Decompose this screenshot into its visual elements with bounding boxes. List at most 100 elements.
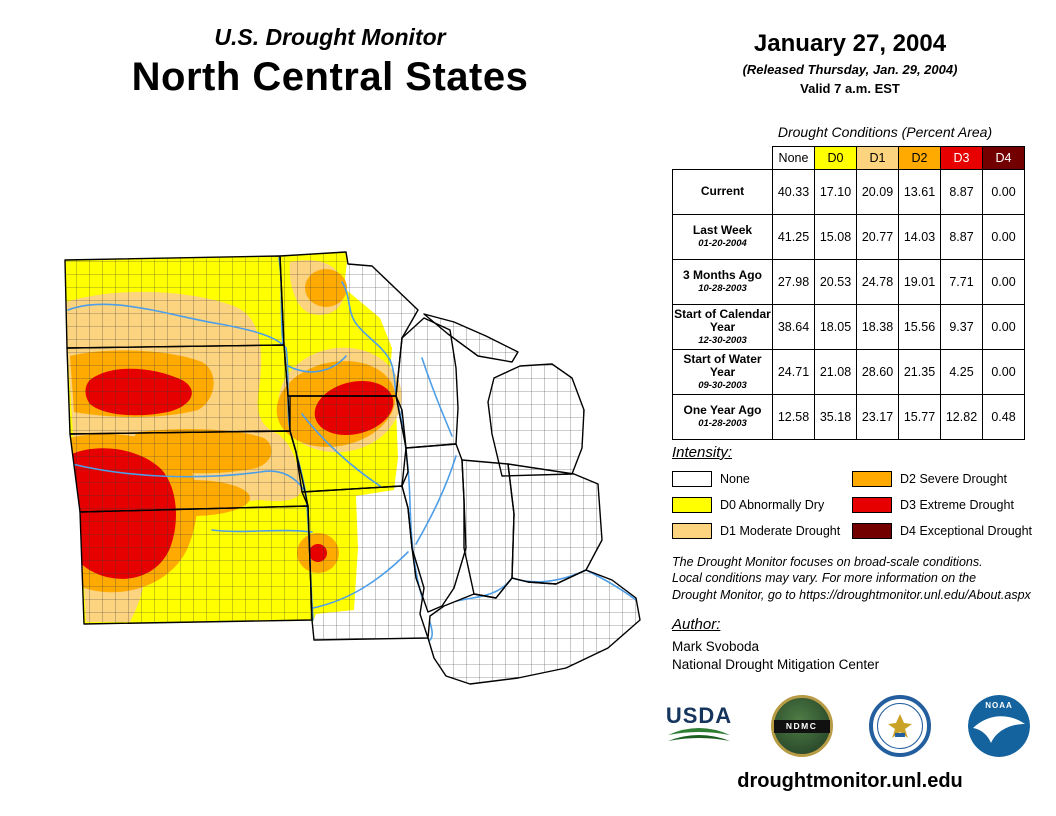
cell-value: 35.18 bbox=[814, 394, 857, 440]
cell-value: 24.78 bbox=[856, 259, 899, 305]
col-header-d4: D4 bbox=[982, 146, 1025, 170]
cell-value: 8.87 bbox=[940, 214, 983, 260]
legend-swatch-none bbox=[672, 471, 712, 487]
cell-value: 0.00 bbox=[982, 259, 1025, 305]
col-header-d2: D2 bbox=[898, 146, 941, 170]
cell-value: 19.01 bbox=[898, 259, 941, 305]
table-row: Start of Water Year 09-30-2003 24.71 21.… bbox=[672, 349, 1025, 395]
disclaimer: The Drought Monitor focuses on broad-sca… bbox=[672, 554, 1031, 603]
col-header-none: None bbox=[772, 146, 815, 170]
report-title: U.S. Drought Monitor bbox=[214, 24, 446, 50]
valid-time: Valid 7 a.m. EST bbox=[800, 81, 900, 96]
cell-value: 15.56 bbox=[898, 304, 941, 350]
cell-value: 0.00 bbox=[982, 214, 1025, 260]
cell-value: 24.71 bbox=[772, 349, 815, 395]
table-header-row: None D0 D1 D2 D3 D4 bbox=[673, 146, 1025, 170]
report-date: January 27, 2004 bbox=[753, 30, 947, 57]
legend-label: D3 Extreme Drought bbox=[900, 498, 1014, 512]
row-sublabel: 10-28-2003 bbox=[698, 283, 747, 295]
usda-swoosh-icon bbox=[668, 728, 730, 741]
row-label: Last Week bbox=[692, 223, 753, 238]
table-row: Current 40.33 17.10 20.09 13.61 8.87 0.0… bbox=[672, 169, 1025, 215]
cell-value: 38.64 bbox=[772, 304, 815, 350]
cell-value: 14.03 bbox=[898, 214, 941, 260]
legend-label: None bbox=[720, 472, 750, 486]
legend-item: D2 Severe Drought bbox=[852, 466, 1032, 492]
author-name: Mark Svoboda bbox=[672, 639, 760, 654]
cell-value: 17.10 bbox=[814, 169, 857, 215]
legend-item: None bbox=[672, 466, 840, 492]
table-row: Start of Calendar Year 12-30-2003 38.64 … bbox=[672, 304, 1025, 350]
cell-value: 13.61 bbox=[898, 169, 941, 215]
table-corner bbox=[673, 147, 773, 170]
table-row: One Year Ago 01-28-2003 12.58 35.18 23.1… bbox=[672, 394, 1025, 440]
legend-item: D0 Abnormally Dry bbox=[672, 492, 840, 518]
legend-label: D0 Abnormally Dry bbox=[720, 498, 825, 512]
disclaimer-line: Drought Monitor, go to https://droughtmo… bbox=[672, 587, 1031, 602]
legend: None D0 Abnormally Dry D1 Moderate Droug… bbox=[672, 466, 1032, 546]
legend-label: D4 Exceptional Drought bbox=[900, 524, 1033, 538]
cell-value: 21.08 bbox=[814, 349, 857, 395]
cell-value: 40.33 bbox=[772, 169, 815, 215]
cell-value: 9.37 bbox=[940, 304, 983, 350]
row-sublabel: 12-30-2003 bbox=[698, 335, 747, 347]
ndmc-logo: NDMC bbox=[770, 695, 833, 757]
cell-value: 12.58 bbox=[772, 394, 815, 440]
cell-value: 4.25 bbox=[940, 349, 983, 395]
cell-value: 28.60 bbox=[856, 349, 899, 395]
cell-value: 12.82 bbox=[940, 394, 983, 440]
row-sublabel: 01-28-2003 bbox=[698, 418, 747, 430]
row-label: One Year Ago bbox=[683, 403, 762, 418]
cell-value: 0.00 bbox=[982, 304, 1025, 350]
commerce-seal-icon bbox=[869, 695, 932, 757]
table-caption: Drought Conditions (Percent Area) bbox=[777, 124, 993, 140]
cell-value: 0.00 bbox=[982, 169, 1025, 215]
table-row: Last Week 01-20-2004 41.25 15.08 20.77 1… bbox=[672, 214, 1025, 260]
cell-value: 0.00 bbox=[982, 349, 1025, 395]
usda-logo: USDA bbox=[664, 688, 734, 764]
legend-swatch-d3 bbox=[852, 497, 892, 513]
legend-swatch-d0 bbox=[672, 497, 712, 513]
drought-map bbox=[64, 251, 641, 685]
noaa-circle-icon bbox=[967, 695, 1030, 757]
cell-value: 15.77 bbox=[898, 394, 941, 440]
cell-value: 27.98 bbox=[772, 259, 815, 305]
cell-value: 41.25 bbox=[772, 214, 815, 260]
legend-swatch-d1 bbox=[672, 523, 712, 539]
logo-row: USDA NDMC NOAA bbox=[664, 688, 1030, 764]
cell-value: 7.71 bbox=[940, 259, 983, 305]
cell-value: 0.48 bbox=[982, 394, 1025, 440]
col-header-d1: D1 bbox=[856, 146, 899, 170]
col-header-d3: D3 bbox=[940, 146, 983, 170]
cell-value: 8.87 bbox=[940, 169, 983, 215]
cell-value: 18.38 bbox=[856, 304, 899, 350]
table-row: 3 Months Ago 10-28-2003 27.98 20.53 24.7… bbox=[672, 259, 1025, 305]
row-sublabel: 01-20-2004 bbox=[698, 238, 747, 250]
legend-item: D4 Exceptional Drought bbox=[852, 518, 1032, 544]
legend-label: D2 Severe Drought bbox=[900, 472, 1008, 486]
legend-label: D1 Moderate Drought bbox=[720, 524, 841, 538]
usda-logo-text: USDA bbox=[665, 703, 733, 728]
drought-stats-table: None D0 D1 D2 D3 D4 Current 40.33 17.10 … bbox=[672, 146, 1025, 440]
row-label: 3 Months Ago bbox=[683, 268, 762, 283]
cell-value: 15.08 bbox=[814, 214, 857, 260]
noaa-logo-text: NOAA bbox=[985, 701, 1013, 710]
commerce-eagle-icon bbox=[888, 714, 913, 738]
row-sublabel: 09-30-2003 bbox=[698, 380, 747, 392]
row-label: Start of Calendar Year bbox=[674, 306, 771, 335]
col-header-d0: D0 bbox=[814, 146, 857, 170]
legend-item: D3 Extreme Drought bbox=[852, 492, 1032, 518]
noaa-logo: NOAA bbox=[967, 695, 1030, 757]
region-title: North Central States bbox=[131, 55, 529, 99]
site-url: droughtmonitor.unl.edu bbox=[737, 770, 963, 792]
title-block: U.S. Drought Monitor North Central State… bbox=[40, 24, 620, 100]
release-date: (Released Thursday, Jan. 29, 2004) bbox=[742, 62, 958, 77]
ndmc-logo-text: NDMC bbox=[773, 720, 830, 733]
legend-item: D1 Moderate Drought bbox=[672, 518, 840, 544]
cell-value: 20.77 bbox=[856, 214, 899, 260]
legend-title: Intensity: bbox=[672, 444, 733, 461]
disclaimer-line: Local conditions may vary. For more info… bbox=[672, 571, 977, 586]
disclaimer-line: The Drought Monitor focuses on broad-sca… bbox=[672, 555, 983, 569]
author-org: National Drought Mitigation Center bbox=[672, 657, 880, 672]
